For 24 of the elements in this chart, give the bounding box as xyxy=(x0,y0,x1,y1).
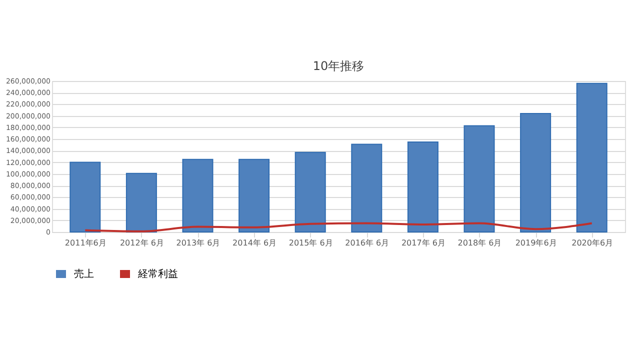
bar xyxy=(294,152,326,232)
bar xyxy=(70,162,101,232)
chart-title: 10年推移 xyxy=(312,59,364,73)
x-tick-label: 2013年 6月 xyxy=(176,238,220,248)
x-tick-label: 2011年6月 xyxy=(64,238,106,248)
x-tick-label: 2014年 6月 xyxy=(232,238,277,248)
bar xyxy=(464,125,495,232)
bar xyxy=(407,141,438,232)
bar xyxy=(351,144,382,232)
x-tick-label: 2016年 6月 xyxy=(345,238,390,248)
bar xyxy=(182,158,214,232)
bar xyxy=(238,158,270,232)
x-tick-label: 2015年 6月 xyxy=(288,238,333,248)
x-tick-label: 2020年6月 xyxy=(572,238,614,248)
x-tick-label: 2019年6月 xyxy=(515,238,557,248)
x-tick-label: 2017年 6月 xyxy=(401,238,446,248)
legend-label: 経常利益 xyxy=(137,268,178,280)
line-series xyxy=(84,222,593,232)
legend-label: 売上 xyxy=(74,268,94,280)
x-tick-label: 2012年 6月 xyxy=(120,238,164,248)
bar xyxy=(126,172,157,232)
x-tick-label: 2018年 6月 xyxy=(458,238,502,248)
bar xyxy=(520,113,552,232)
bar xyxy=(576,82,608,232)
